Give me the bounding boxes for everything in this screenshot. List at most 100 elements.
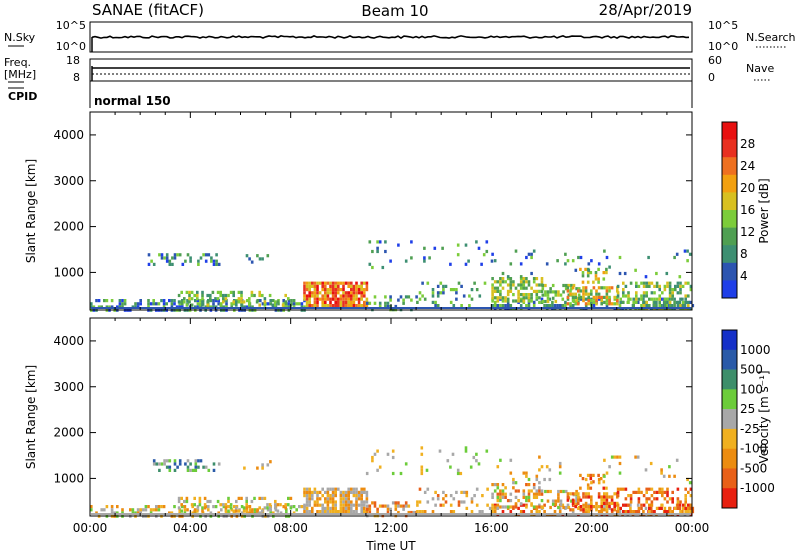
data-cell <box>198 496 202 500</box>
data-cell <box>441 246 444 250</box>
data-cell <box>211 290 215 294</box>
data-cell <box>418 510 422 514</box>
data-cell <box>365 288 369 292</box>
data-cell <box>589 486 593 490</box>
data-cell <box>186 459 190 463</box>
data-cell <box>566 297 570 301</box>
data-cell <box>660 506 663 510</box>
data-cell <box>577 293 581 297</box>
data-cell <box>636 300 640 304</box>
data-cell <box>632 297 635 301</box>
data-cell <box>569 304 572 308</box>
data-cell <box>282 299 285 303</box>
data-cell <box>616 487 620 491</box>
data-cell <box>305 503 309 507</box>
data-cell <box>121 302 124 306</box>
data-cell <box>527 252 531 256</box>
data-cell <box>363 503 366 507</box>
data-cell <box>543 510 546 514</box>
data-cell <box>420 471 424 476</box>
data-cell <box>635 284 638 288</box>
data-cell <box>462 294 466 298</box>
data-cell <box>289 496 293 500</box>
data-cell <box>691 510 695 514</box>
data-cell <box>410 510 413 515</box>
data-cell <box>566 492 570 496</box>
data-cell <box>183 508 187 512</box>
data-cell <box>416 510 419 514</box>
data-cell <box>496 296 500 300</box>
data-cell <box>618 255 622 260</box>
data-cell <box>683 503 687 507</box>
data-cell <box>331 506 335 510</box>
data-cell <box>190 503 194 507</box>
data-cell <box>608 289 611 293</box>
data-cell <box>650 500 654 504</box>
data-cell <box>619 297 622 301</box>
data-cell <box>329 281 332 285</box>
data-cell <box>399 504 403 508</box>
data-cell <box>326 304 330 308</box>
data-cell <box>670 304 674 308</box>
data-cell <box>240 505 244 509</box>
colorbar-tick-label: 20 <box>740 181 755 195</box>
data-cell <box>224 293 228 298</box>
data-cell <box>488 506 492 510</box>
data-cell <box>308 490 311 494</box>
data-cell <box>666 494 669 498</box>
data-cell <box>347 494 350 498</box>
data-cell <box>602 486 606 490</box>
data-cell <box>189 468 192 472</box>
data-cell <box>266 463 270 467</box>
colorbar-segment <box>722 139 737 158</box>
data-cell <box>316 490 319 494</box>
data-cell <box>347 497 350 501</box>
data-cell <box>532 304 536 308</box>
data-cell <box>658 297 661 301</box>
data-cell <box>496 492 500 496</box>
data-cell <box>605 471 609 475</box>
data-cell <box>212 462 216 466</box>
data-cell <box>311 304 314 308</box>
data-cell <box>627 291 630 295</box>
data-cell <box>687 506 690 510</box>
data-cell <box>386 452 390 456</box>
data-cell <box>339 288 343 292</box>
data-cell <box>616 302 619 306</box>
data-cell <box>434 304 437 308</box>
data-cell <box>206 300 209 304</box>
data-cell <box>627 510 630 514</box>
data-cell <box>532 505 536 509</box>
data-cell <box>152 299 155 303</box>
data-cell <box>352 291 356 295</box>
data-cell <box>575 287 578 291</box>
data-cell <box>663 490 667 494</box>
data-cell <box>250 509 254 513</box>
data-cell <box>378 465 382 469</box>
data-cell <box>632 490 635 494</box>
data-cell <box>648 304 651 308</box>
data-cell <box>496 299 500 303</box>
data-cell <box>287 496 290 500</box>
colorbar-segment <box>722 280 737 299</box>
data-cell <box>326 506 330 510</box>
data-cell <box>605 271 608 275</box>
data-cell <box>334 487 337 491</box>
data-cell <box>517 289 520 293</box>
data-cell <box>464 243 468 247</box>
data-cell <box>608 465 611 469</box>
data-cell <box>616 294 620 298</box>
data-cell <box>258 506 261 510</box>
data-cell <box>514 505 518 509</box>
data-cell <box>352 487 356 491</box>
data-cell <box>326 490 330 494</box>
data-cell <box>475 459 478 463</box>
data-cell <box>577 302 580 306</box>
data-cell <box>196 290 199 294</box>
data-cell <box>199 459 203 463</box>
data-cell <box>284 506 287 510</box>
data-cell <box>308 294 311 298</box>
data-cell <box>676 503 680 507</box>
data-cell <box>605 498 609 502</box>
